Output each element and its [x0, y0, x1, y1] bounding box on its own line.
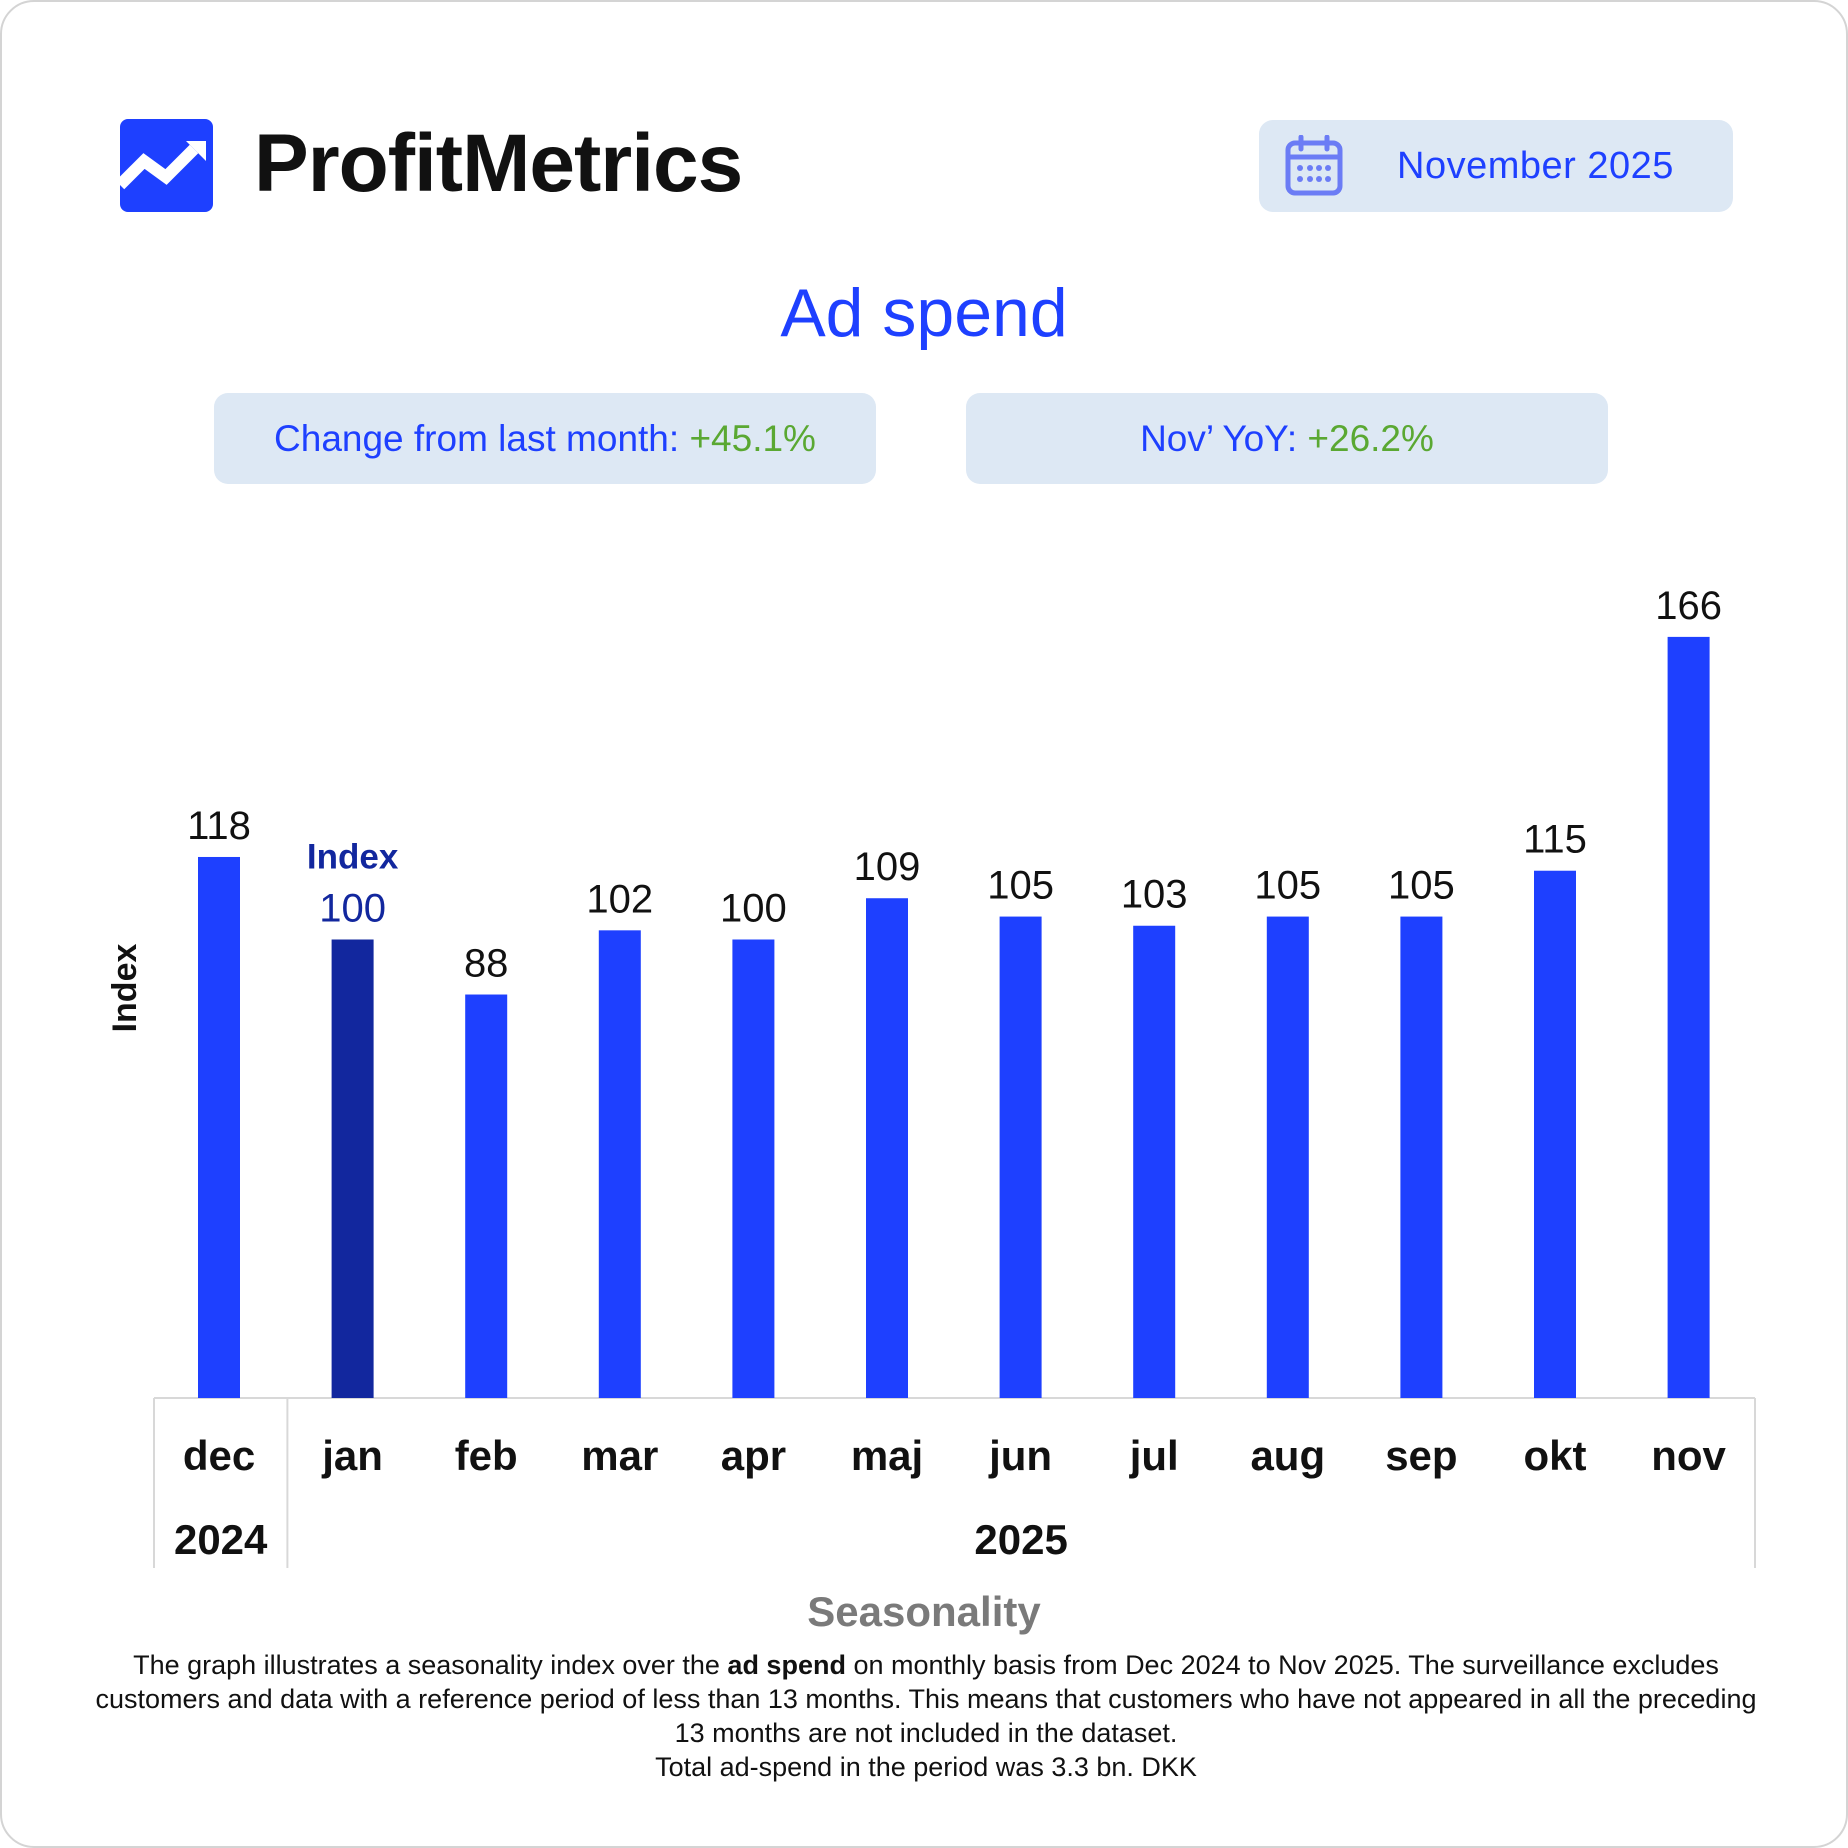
total-spend-note: Total ad-spend in the period was 3.3 bn.… [655, 1752, 1197, 1782]
x-tick-label: nov [1651, 1432, 1726, 1479]
description-bold: ad spend [727, 1650, 846, 1680]
bar [1400, 916, 1443, 1398]
calendar-icon [1285, 135, 1343, 196]
index-annotation: Index [307, 838, 399, 877]
bar [465, 994, 508, 1398]
data-label: 166 [1655, 584, 1722, 628]
data-label: 102 [586, 877, 653, 921]
data-label: 118 [187, 804, 251, 848]
bar-chart: Index 2024 2025 118 dec 100 Index jan 88 feb 102 ma… [106, 584, 1756, 1568]
bar [732, 939, 775, 1398]
bar [1667, 636, 1710, 1398]
yoy-change-value: +26.2% [1307, 418, 1434, 459]
x-tick-label: dec [183, 1432, 255, 1479]
x-tick-label: feb [455, 1432, 518, 1479]
x-tick-label: apr [721, 1432, 786, 1479]
bar [1534, 870, 1576, 1398]
year-label: 2024 [174, 1516, 268, 1563]
data-label: 109 [854, 845, 921, 889]
brand-name: ProfitMetrics [254, 118, 743, 209]
bar [999, 916, 1042, 1398]
data-label: 100 [720, 887, 787, 931]
x-tick-label: maj [851, 1432, 923, 1479]
data-label: 105 [987, 864, 1054, 908]
x-tick-label: okt [1524, 1432, 1587, 1479]
mom-change-label: Change from last month: [274, 418, 680, 459]
x-tick-label: jun [988, 1432, 1052, 1479]
x-tick-label: mar [581, 1432, 658, 1479]
data-label: 105 [1254, 864, 1321, 908]
bar [198, 856, 240, 1398]
data-label: 88 [464, 942, 509, 986]
x-tick-label: sep [1385, 1432, 1457, 1479]
y-axis-label: Index [106, 944, 144, 1033]
mom-change-value: +45.1% [689, 418, 816, 459]
x-tick-label: aug [1250, 1432, 1325, 1479]
seasonality-heading: Seasonality [807, 1588, 1041, 1635]
data-label: 115 [1523, 818, 1587, 862]
chart-description: The graph illustrates a seasonality inde… [92, 1648, 1760, 1784]
year-label: 2025 [974, 1516, 1067, 1563]
bar [1133, 925, 1176, 1398]
bar [331, 939, 374, 1398]
bar [1266, 916, 1309, 1398]
data-label: 105 [1388, 864, 1455, 908]
trend-chart-logo-icon [120, 119, 213, 212]
data-label: 100 [319, 887, 386, 931]
x-tick-label: jul [1129, 1432, 1179, 1479]
mom-change-badge: Change from last month: +45.1% [214, 393, 876, 484]
description-text-start: The graph illustrates a seasonality inde… [133, 1650, 728, 1680]
bar [598, 930, 641, 1398]
bar [866, 898, 908, 1398]
chart-title: Ad spend [780, 275, 1068, 351]
date-label: November 2025 [1397, 145, 1674, 187]
date-selector[interactable]: November 2025 [1259, 120, 1733, 212]
description-text-end: on monthly basis from Dec 2024 to Nov 20… [95, 1650, 1757, 1748]
yoy-change-label: Nov’ YoY: [1140, 418, 1298, 459]
data-label: 103 [1121, 873, 1188, 917]
yoy-change-badge: Nov’ YoY: +26.2% [966, 393, 1608, 484]
x-tick-label: jan [321, 1432, 383, 1479]
